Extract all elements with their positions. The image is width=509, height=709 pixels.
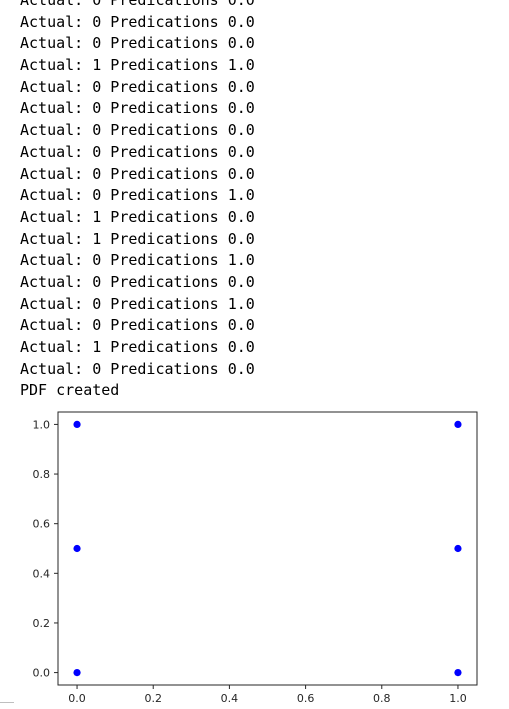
scatter-point [454,420,462,429]
y-tick-label: 1.0 [33,418,51,431]
axes-frame [57,411,478,686]
output-line: Actual: 0 Predications 0.0 [20,99,255,118]
output-divider [0,702,14,703]
scatter-point [454,668,462,677]
output-line: Actual: 1 Predications 0.0 [20,229,255,248]
output-line: Actual: 0 Predications 0.0 [20,272,255,291]
scatter-point [73,668,81,677]
scatter-plot: 0.0 0.2 0.4 0.6 0.8 1.0 0.0 0.2 0.4 0.6 0.8 1.0 [0,400,509,709]
output-line: Actual: 0 Predications 0.0 [20,359,255,378]
scatter-plot-svg: 0.0 0.2 0.4 0.6 0.8 1.0 0.0 0.2 0.4 0.6 0.8 1.0 [33,411,478,705]
x-tick-label: 0.0 [68,692,86,705]
scatter-point [73,544,81,553]
x-tick-label: 0.2 [144,692,162,705]
scatter-point [73,420,81,429]
y-tick-label: 0.2 [33,617,51,630]
y-tick-label: 0.0 [33,667,51,680]
output-line: Actual: 0 Predications 0.0 [20,34,255,53]
x-tick-label: 0.4 [221,692,239,705]
output-line: Actual: 1 Predications 0.0 [20,207,255,226]
scatter-point [454,544,462,553]
y-tick-label: 0.4 [33,567,51,580]
output-line: Actual: 0 Predications 0.0 [20,12,255,31]
x-tick-label: 0.8 [373,692,391,705]
cell-output: Actual: 0 Predications 0.0 Actual: 0 Pred… [20,0,500,402]
y-tick-label: 0.8 [33,468,51,481]
x-tick-label: 1.0 [449,692,467,705]
output-lines: Actual: 0 Predications 0.0 Actual: 0 Pred… [20,0,500,380]
output-line: Actual: 0 Predications 1.0 [20,186,255,205]
output-line: Actual: 1 Predications 0.0 [20,338,255,356]
output-line: Actual: 1 Predications 1.0 [20,56,255,75]
output-line: Actual: 0 Predications 1.0 [20,251,255,270]
output-line: Actual: 0 Predications 0.0 [20,77,255,96]
output-line: Actual: 0 Predications 0.0 [20,316,255,335]
output-line: Actual: 0 Predications 0.0 [20,121,255,140]
y-tick-label: 0.6 [33,518,51,531]
output-line: Actual: 0 Predications 0.0 [20,0,255,9]
status-message: PDF created [20,381,120,400]
output-line: Actual: 0 Predications 0.0 [20,164,255,183]
output-line: Actual: 0 Predications 1.0 [20,294,255,313]
x-tick-label: 0.6 [297,692,315,705]
output-line: Actual: 0 Predications 0.0 [20,142,255,161]
